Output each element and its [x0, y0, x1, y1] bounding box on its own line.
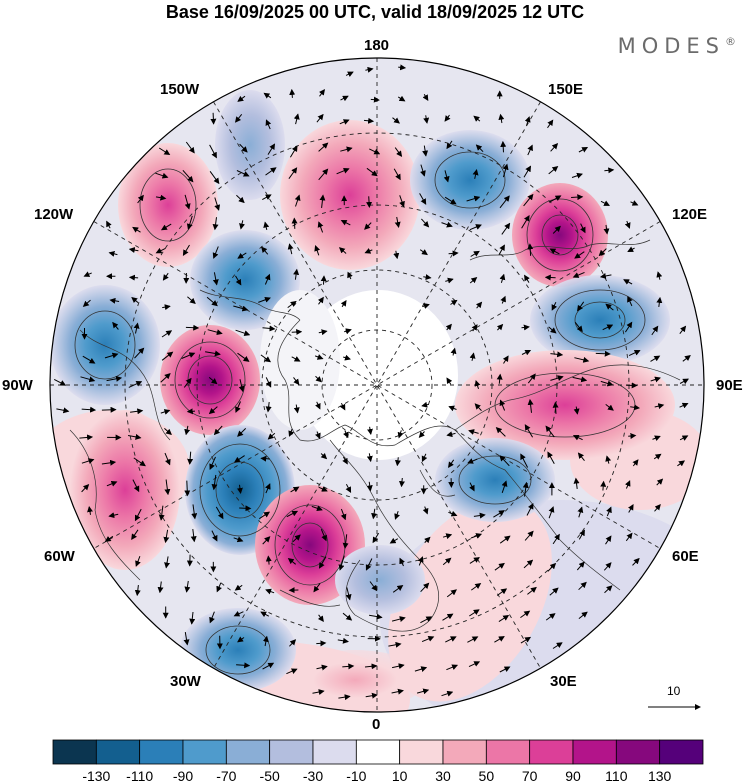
colorbar-swatch [183, 740, 226, 764]
colorbar-tick-label: -30 [303, 768, 323, 784]
colorbar-tick-label: -10 [346, 768, 366, 784]
colorbar-swatch [573, 740, 616, 764]
wind-vector [571, 197, 582, 198]
colorbar-swatch [53, 740, 96, 764]
anomaly-center [50, 285, 160, 405]
wind-vector [102, 410, 116, 411]
meridian-label-0: 0 [372, 716, 380, 733]
wind-vector [603, 482, 604, 491]
anomaly-center [285, 650, 425, 710]
meridian-label-150e: 150E [548, 81, 583, 98]
colorbar-tick-label: 90 [565, 768, 581, 784]
wind-vector [628, 436, 635, 437]
colorbar-swatch [486, 740, 529, 764]
colorbar-swatch [226, 740, 269, 764]
colorbar-swatch [530, 740, 573, 764]
colorbar-swatch [313, 740, 356, 764]
colorbar-tick-label: 30 [435, 768, 451, 784]
colorbar-tick-label: -50 [260, 768, 280, 784]
wind-vector [292, 332, 302, 333]
meridian-label-60e: 60E [672, 548, 699, 565]
wind-vector [239, 508, 250, 509]
colorbar-swatch [616, 740, 659, 764]
colorbar-swatch [400, 740, 443, 764]
colorbar-tick-label: 50 [479, 768, 495, 784]
colorbar-swatch [140, 740, 183, 764]
colorbar-swatch [443, 740, 486, 764]
wind-vector [503, 142, 504, 152]
reference-vector-label: 10 [667, 684, 680, 698]
wind-vector [369, 196, 370, 207]
meridian-label-120w: 120W [34, 206, 73, 223]
wind-vector [186, 327, 198, 328]
meridian-label-30e: 30E [550, 673, 577, 690]
meridian-label-180: 180 [364, 37, 389, 54]
wind-vector [371, 99, 379, 100]
anomaly-center [70, 410, 180, 570]
colorbar-swatch [356, 740, 399, 764]
colorbar-swatch [660, 740, 703, 764]
colorbar-tick-label: -90 [173, 768, 193, 784]
wind-vector [187, 481, 188, 496]
colorbar-tick-label: -130 [82, 768, 110, 784]
colorbar-swatch [270, 740, 313, 764]
wind-vector [555, 403, 556, 414]
colorbar-tick-label: 110 [605, 768, 627, 784]
wind-vector [546, 277, 556, 278]
wind-vector [213, 113, 214, 124]
wind-vector [188, 411, 195, 412]
wind-vector [530, 244, 531, 256]
meridian-label-60w: 60W [44, 548, 75, 565]
colorbar-tick-label: 70 [522, 768, 538, 784]
meridian-label-30w: 30W [170, 673, 201, 690]
meridian-label-90w: 90W [2, 377, 33, 394]
wind-vector [261, 458, 270, 459]
meridian-label-90e: 90E [716, 377, 743, 394]
colorbar-tick-label: 10 [392, 768, 408, 784]
wind-vector [130, 277, 138, 278]
colorbar-tick-label: -70 [216, 768, 236, 784]
colorbar-tick-label: 130 [648, 768, 671, 784]
anomaly-center [280, 120, 420, 270]
anomaly-center [410, 130, 530, 230]
colorbar-swatch [96, 740, 139, 764]
meridian-label-150w: 150W [160, 81, 199, 98]
wind-vector [294, 219, 295, 229]
meridian-label-120e: 120E [672, 206, 707, 223]
wind-vector [596, 353, 610, 354]
wind-vector [324, 276, 325, 284]
wind-vector [316, 643, 325, 644]
colorbar-tick-label: -110 [126, 768, 153, 784]
colorbar [53, 740, 703, 764]
wind-vector [292, 90, 293, 98]
